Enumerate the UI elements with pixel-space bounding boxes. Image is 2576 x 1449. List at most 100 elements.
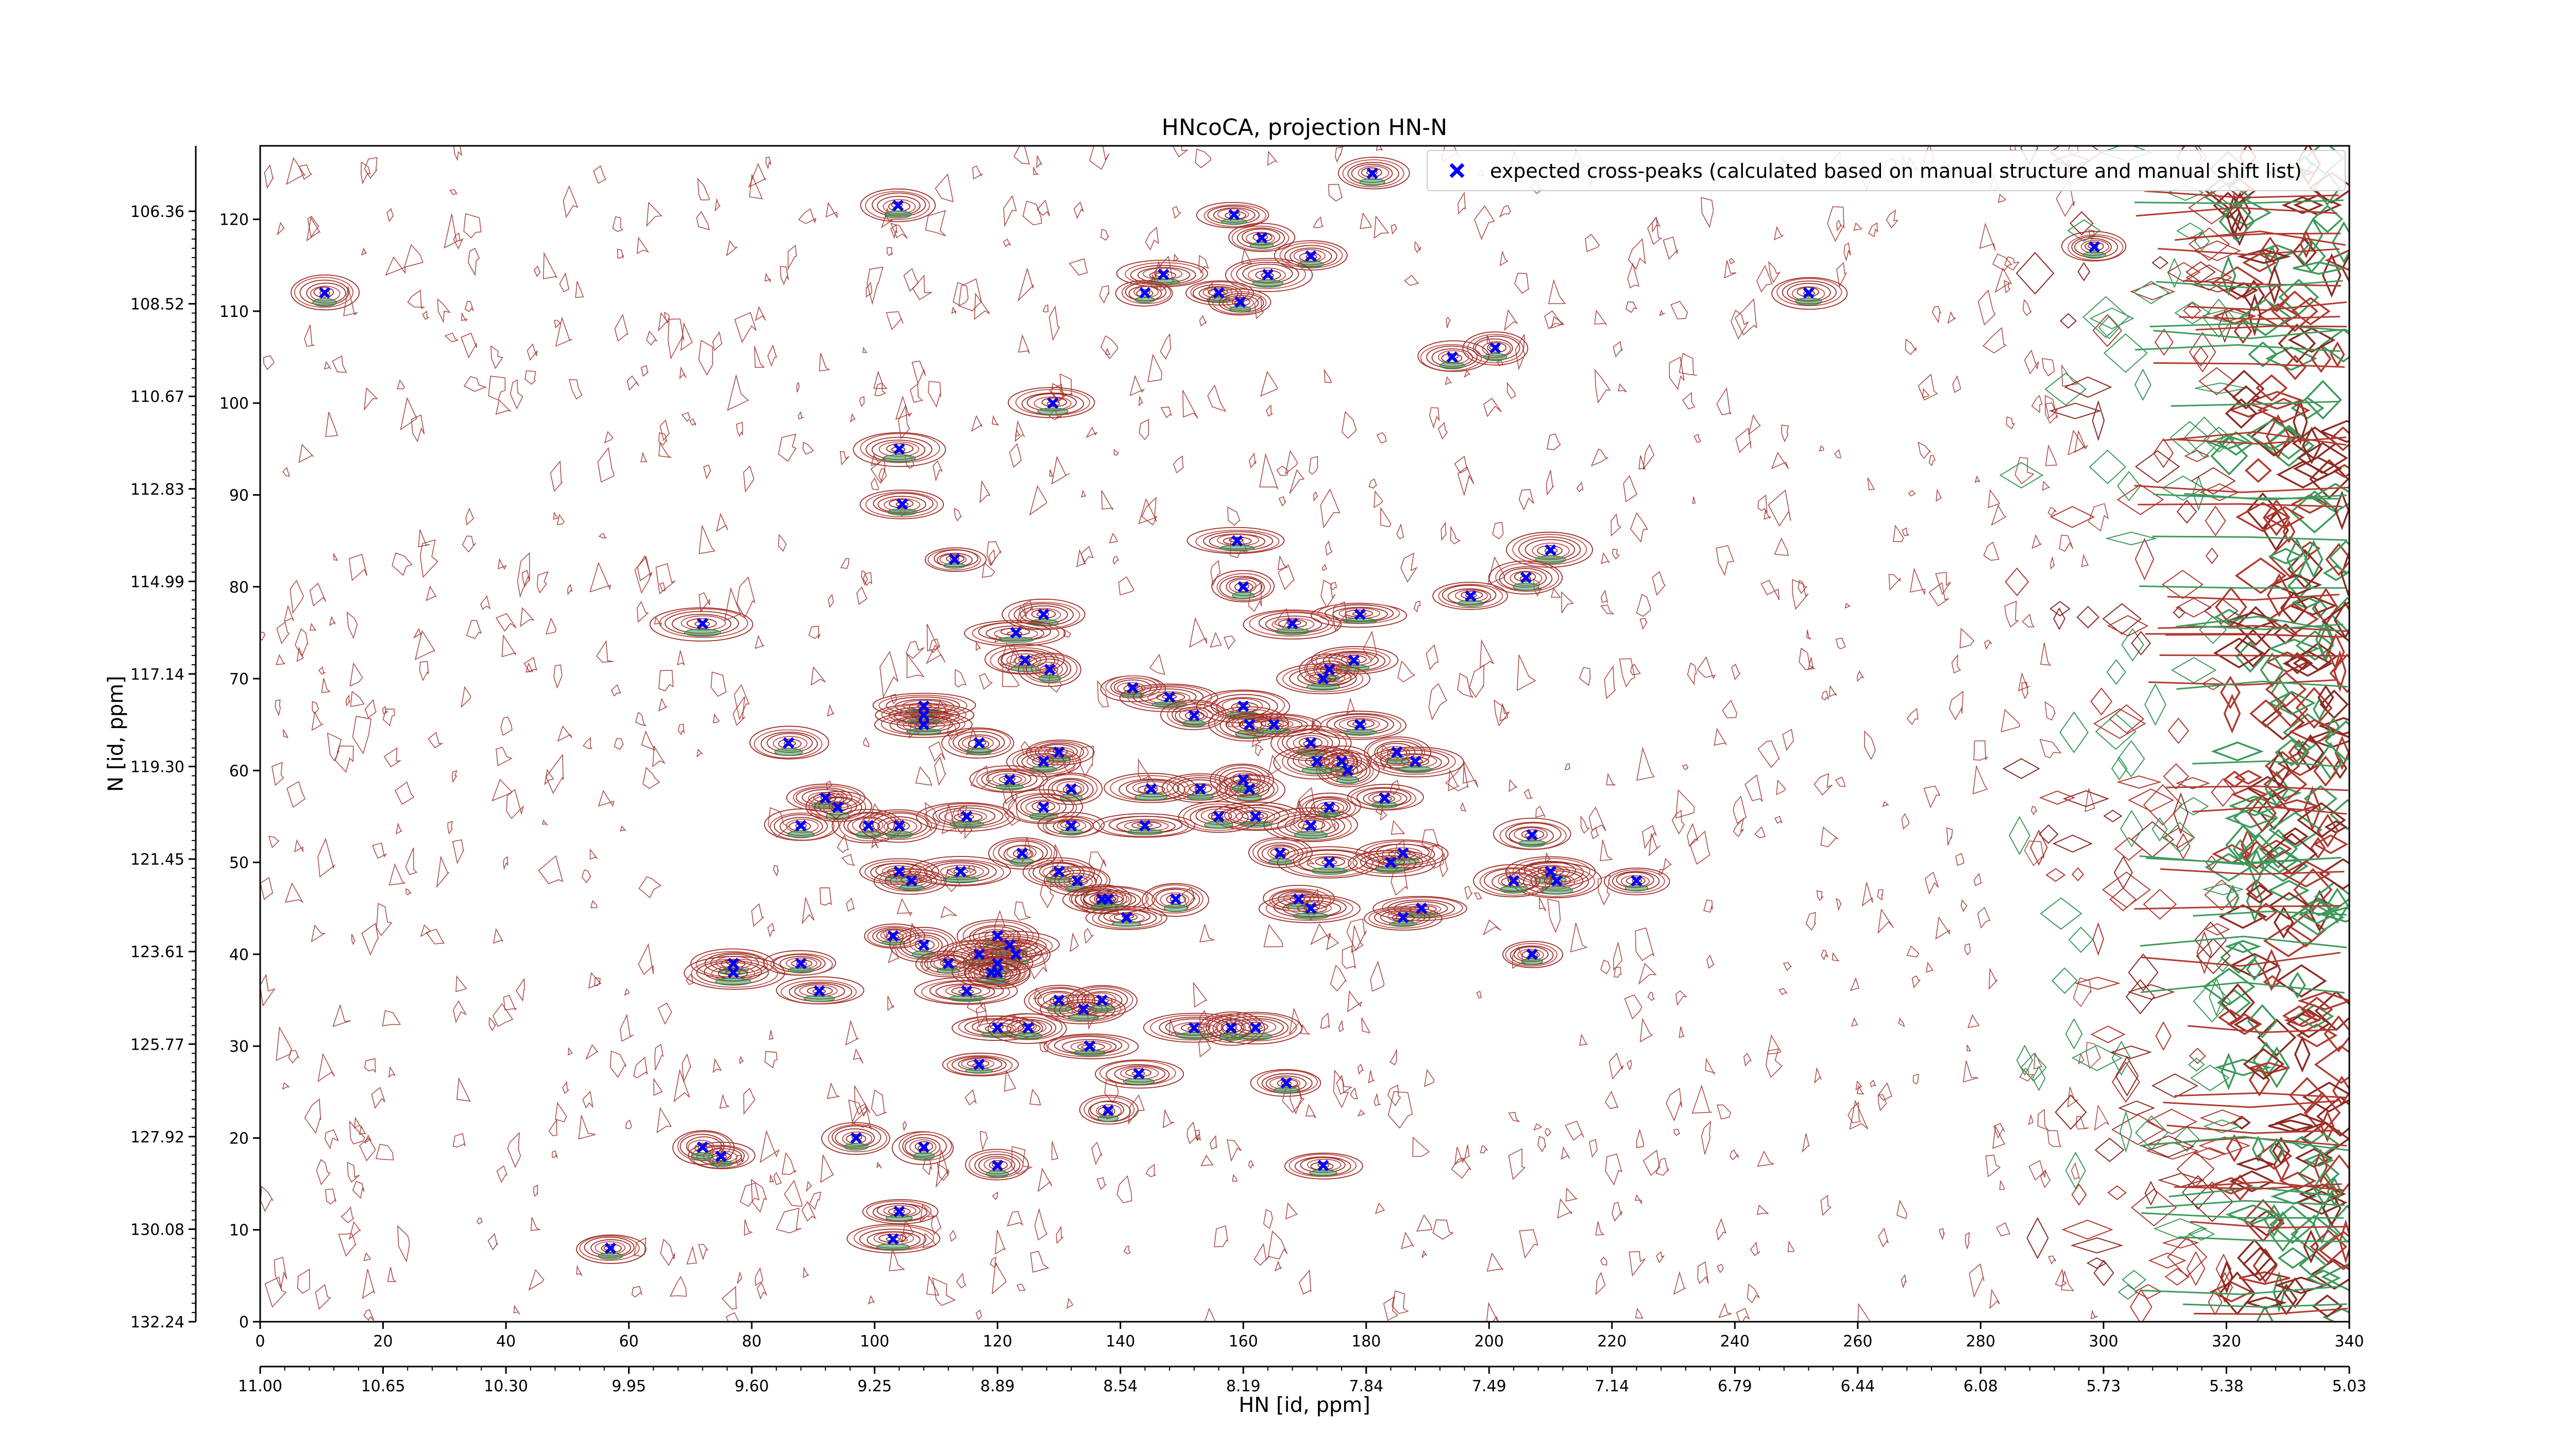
noise-contour [871, 453, 881, 466]
noise-contour [2004, 600, 2019, 628]
noise-contour [699, 524, 716, 554]
x-ppm-tick-label: 6.08 [1963, 1377, 1998, 1395]
noise-contour [309, 622, 316, 631]
noise-contour [779, 266, 789, 285]
noise-contour [488, 1017, 496, 1031]
dense-contour [2173, 606, 2186, 619]
dense-contour [2327, 633, 2345, 671]
noise-contour [1576, 481, 1584, 493]
noise-contour [453, 1000, 467, 1023]
dense-contour [2325, 249, 2349, 271]
x-index-tick-label: 240 [1720, 1333, 1750, 1351]
noise-contour [2039, 739, 2062, 759]
noise-contour [1506, 382, 1516, 399]
peak-contour-ring [2067, 234, 2124, 261]
dense-contour-band [2194, 1307, 2348, 1315]
noise-contour [2047, 1130, 2062, 1147]
noise-contour [1138, 498, 1157, 525]
noise-contour [979, 673, 993, 690]
dense-contour-band [2188, 1025, 2337, 1034]
dense-contour [2295, 1148, 2333, 1168]
noise-contour [364, 387, 378, 411]
noise-contour [282, 467, 290, 477]
noise-contour [1320, 488, 1341, 529]
dense-contour-band [2138, 503, 2342, 508]
noise-contour [1346, 918, 1367, 952]
noise-contour [859, 396, 865, 408]
noise-contour [1486, 1252, 1503, 1272]
noise-contour [350, 690, 365, 707]
noise-contour [552, 1150, 558, 1158]
x-index-tick-label: 80 [742, 1333, 761, 1351]
dense-contour [2294, 1036, 2311, 1073]
noise-contour [677, 723, 685, 736]
dense-contour [2008, 816, 2030, 855]
noise-contour [1267, 150, 1278, 166]
noise-contour [437, 298, 451, 324]
dense-contour [2223, 770, 2246, 788]
noise-contour [1898, 1018, 1905, 1027]
dense-contour-band [2159, 654, 2346, 657]
dense-contour [2016, 1044, 2033, 1076]
noise-contour [516, 978, 525, 1002]
y-index-tick-label: 120 [219, 211, 249, 229]
noise-contour [1473, 892, 1483, 900]
noise-contour [315, 1284, 331, 1310]
noise-contour [737, 1271, 742, 1284]
peak-contour-ring [649, 607, 754, 642]
noise-contour [452, 1133, 466, 1148]
noise-contour [1821, 690, 1829, 701]
peak-contour-green [788, 967, 814, 973]
dense-contour-band [2141, 1212, 2344, 1219]
noise-contour [802, 442, 814, 455]
dense-contour [2321, 601, 2349, 642]
noise-contour [755, 1267, 764, 1286]
noise-contour [827, 703, 834, 717]
noise-contour [260, 1185, 274, 1212]
noise-contour [1548, 279, 1566, 305]
peak-contour-green [1439, 362, 1465, 369]
noise-contour [724, 587, 741, 621]
noise-contour [1638, 963, 1657, 985]
noise-contour [1460, 802, 1467, 812]
dense-contour [2169, 420, 2210, 455]
noise-contour [426, 929, 445, 945]
noise-contour [673, 1069, 690, 1103]
noise-contour [614, 738, 624, 750]
dense-contour [2125, 979, 2155, 1015]
dense-contour [2242, 1246, 2278, 1282]
noise-contour [868, 1294, 875, 1305]
noise-contour [1691, 1084, 1712, 1114]
x-index-tick-label: 0 [255, 1333, 265, 1351]
peak-contour-ring [1212, 291, 1267, 315]
dense-contour [2026, 1217, 2049, 1259]
peak-contour-green [1540, 886, 1573, 895]
noise-contour [397, 379, 405, 390]
dense-contour [2061, 1219, 2113, 1240]
noise-contour [1109, 532, 1118, 544]
noise-contour [1962, 1060, 1978, 1083]
dense-contour [2246, 884, 2274, 904]
noise-contour [1249, 452, 1257, 468]
dense-contour [2194, 921, 2227, 959]
noise-contour [528, 1269, 545, 1291]
dense-contour [2319, 689, 2349, 719]
peak-contour-green [876, 1243, 910, 1251]
dense-contour [2089, 307, 2134, 330]
dense-contour [2293, 656, 2313, 670]
x-index-tick-label: 200 [1475, 1333, 1504, 1351]
noise-contour [1982, 327, 2007, 353]
noise-contour [1519, 1229, 1538, 1259]
noise-contour [861, 570, 868, 586]
peak-contour-group [1417, 340, 1489, 372]
noise-contour [1605, 1153, 1622, 1186]
noise-contour [2024, 840, 2045, 866]
dense-contour [2234, 557, 2287, 594]
peak-contour-ring [1309, 673, 1337, 683]
noise-contour [1033, 166, 1039, 175]
dense-contour [2205, 923, 2230, 936]
peak-contour-group [1226, 713, 1321, 737]
y-index-tick-label: 10 [229, 1222, 249, 1240]
noise-contour [911, 360, 926, 385]
dense-contour-band [2153, 362, 2345, 368]
